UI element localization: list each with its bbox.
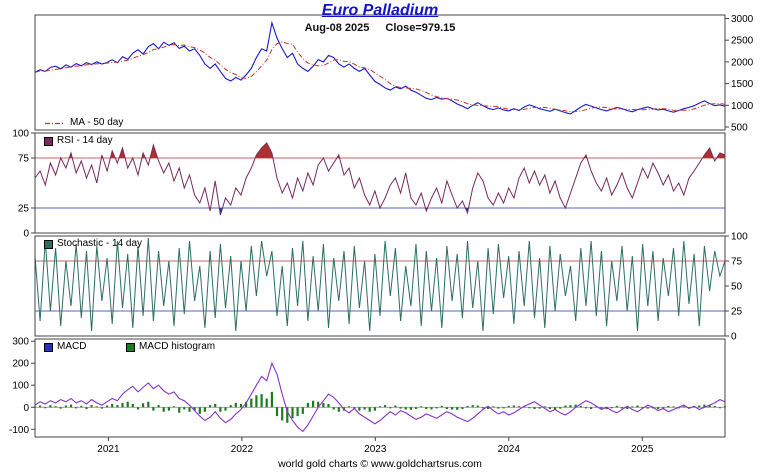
legend-macd-histogram: MACD histogram <box>126 342 215 352</box>
x-axis-year-label: 2022 <box>231 444 254 455</box>
legend-stochastic: Stochastic - 14 day <box>44 239 142 249</box>
y-axis-tick-label: 0 <box>23 229 29 240</box>
y-axis-tick-label: 100 <box>12 129 29 140</box>
x-axis-year-label: 2024 <box>498 444 521 455</box>
date-label: Aug-08 2025 <box>304 22 370 34</box>
legend-rsi-label: RSI - 14 day <box>57 135 113 146</box>
x-axis-year-label: 2023 <box>364 444 387 455</box>
y-axis-tick-label: 500 <box>731 123 748 134</box>
y-axis-tick-label: 1500 <box>731 79 754 90</box>
y-axis-tick-label: 2500 <box>731 36 754 47</box>
legend-ma-label: MA - 50 day <box>70 117 124 128</box>
y-axis-tick-label: 75 <box>731 257 743 268</box>
macd-swatch-icon <box>44 342 53 352</box>
y-axis-tick-label: 3000 <box>731 14 754 25</box>
x-axis-year-label: 2021 <box>97 444 120 455</box>
y-axis-tick-label: 0 <box>23 403 29 414</box>
euro-palladium-close-line <box>34 20 726 115</box>
close-label: Close=979.15 <box>385 22 456 34</box>
legend-stochastic-label: Stochastic - 14 day <box>57 238 143 249</box>
rsi-oversold-fill <box>35 208 725 215</box>
y-axis-tick-label: 200 <box>12 359 29 370</box>
y-axis-tick-label: 75 <box>18 154 30 165</box>
legend-rsi: RSI - 14 day <box>44 136 113 146</box>
y-axis-tick-label: 0 <box>731 332 737 343</box>
y-axis-tick-label: 1000 <box>731 101 754 112</box>
rsi-overbought-fill <box>35 143 725 158</box>
macd-frame <box>34 338 726 438</box>
price-frame <box>34 14 726 131</box>
legend-macd-label: MACD <box>57 341 87 352</box>
ma-dashline-icon <box>45 122 65 124</box>
stochastic-swatch-icon <box>44 239 53 249</box>
chart-subtitle: Aug-08 2025 Close=979.15 <box>0 22 760 34</box>
macd-histogram <box>33 391 727 423</box>
y-axis-tick-label: 25 <box>18 204 30 215</box>
legend-macd: MACD <box>44 342 86 352</box>
y-axis-tick-label: -100 <box>9 425 29 436</box>
macd-line <box>34 361 726 433</box>
chart-title: Euro Palladium <box>321 2 439 19</box>
rsi-14-day-line <box>34 142 726 216</box>
y-axis-tick-label: 100 <box>731 232 748 243</box>
macd-histogram-swatch-icon <box>126 342 135 352</box>
y-axis-tick-label: 100 <box>12 381 29 392</box>
footer-credit: world gold charts © www.goldchartsrus.co… <box>278 458 482 470</box>
y-axis-tick-label: 300 <box>12 337 29 348</box>
ma-50-day-line <box>34 41 726 113</box>
rsi-frame <box>34 132 726 234</box>
y-axis-tick-label: 25 <box>731 307 743 318</box>
legend-macd-histogram-label: MACD histogram <box>139 341 216 352</box>
rsi-swatch-icon <box>44 136 53 146</box>
legend-ma: MA - 50 day <box>44 118 123 128</box>
stochastic-14-day-line <box>34 237 726 332</box>
x-axis-year-label: 2025 <box>631 444 654 455</box>
y-axis-tick-label: 2000 <box>731 57 754 68</box>
y-axis-tick-label: 50 <box>731 282 743 293</box>
